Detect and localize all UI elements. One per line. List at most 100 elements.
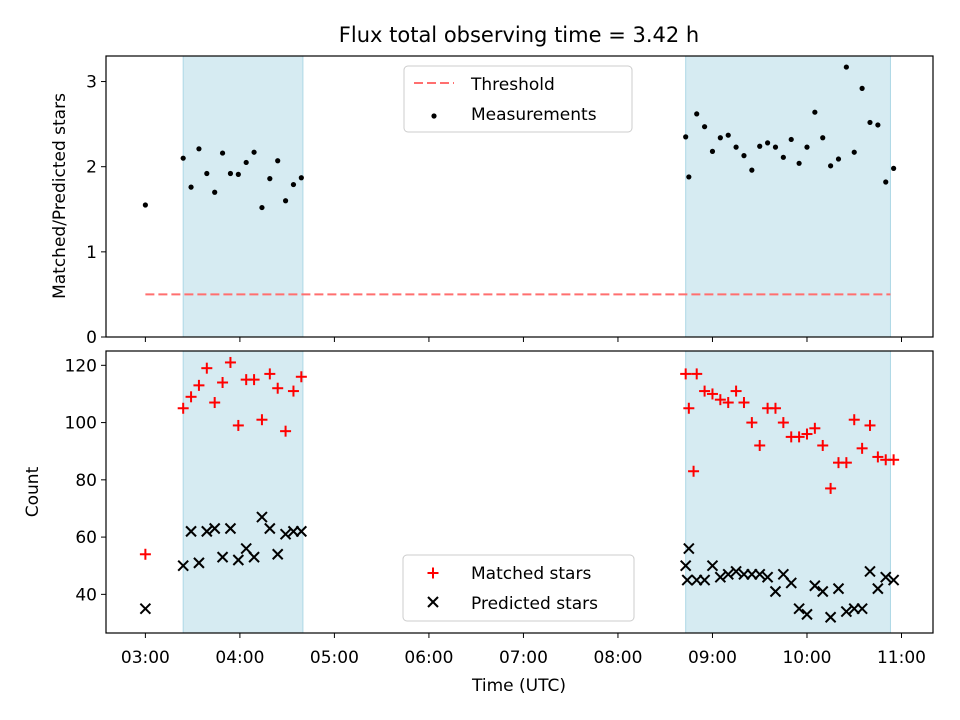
measurement-point bbox=[298, 175, 304, 181]
legend-measurements-swatch bbox=[431, 113, 437, 119]
shaded-region-1 bbox=[182, 55, 304, 338]
predicted-stars-point bbox=[706, 560, 719, 572]
matched-stars-point bbox=[209, 397, 221, 409]
measurement-point bbox=[196, 146, 202, 152]
measurement-point bbox=[765, 140, 771, 146]
measurement-point bbox=[717, 135, 723, 141]
matched-stars-point bbox=[688, 465, 700, 477]
measurement-point bbox=[812, 109, 818, 115]
measurement-point bbox=[219, 150, 226, 156]
y-tick-label: 40 bbox=[75, 585, 97, 605]
measurement-point bbox=[891, 165, 897, 171]
measurement-point bbox=[275, 158, 281, 164]
predicted-stars-point bbox=[224, 522, 237, 535]
predicted-stars-point bbox=[232, 554, 245, 566]
predicted-stars-point bbox=[216, 551, 229, 563]
top-panel: 0 1 2 3 Matched/Predicted stars Threshold M… bbox=[50, 55, 934, 348]
bottom-legend-box bbox=[402, 554, 635, 622]
matched-stars-point bbox=[888, 454, 900, 466]
measurement-point bbox=[701, 124, 708, 130]
legend-predicted-swatch bbox=[427, 596, 439, 608]
measurement-point bbox=[772, 144, 779, 150]
predicted-stars-point bbox=[193, 557, 205, 569]
top-x-ticks bbox=[144, 337, 902, 342]
measurement-point bbox=[875, 122, 881, 128]
y-tick-label: 120 bbox=[65, 356, 97, 376]
measurement-point bbox=[267, 176, 273, 182]
matched-stars-point bbox=[840, 457, 852, 469]
legend-measurements-label: Measurements bbox=[471, 105, 597, 125]
top-shaded-regions bbox=[182, 55, 891, 338]
matched-stars-point bbox=[746, 417, 758, 429]
measurement-point bbox=[212, 189, 218, 195]
measurement-point bbox=[235, 171, 241, 177]
measurement-point bbox=[709, 148, 716, 154]
measurement-point bbox=[835, 156, 842, 162]
predicted-stars-point bbox=[856, 602, 868, 615]
matched-stars-point bbox=[248, 374, 260, 386]
predicted-stars-point bbox=[177, 560, 189, 572]
y-tick-label: 60 bbox=[75, 528, 97, 548]
bottom-y-axis-label: Count bbox=[23, 466, 43, 517]
matched-stars-point bbox=[872, 451, 884, 463]
predicted-stars-point bbox=[832, 582, 845, 595]
matched-stars-point bbox=[224, 356, 236, 368]
matched-stars-point bbox=[817, 439, 829, 451]
measurement-point bbox=[796, 160, 802, 166]
legend-threshold-label: Threshold bbox=[470, 75, 555, 95]
matched-stars-point bbox=[699, 385, 711, 397]
predicted-stars-point bbox=[817, 585, 829, 598]
y-tick-label: 0 bbox=[86, 328, 97, 348]
measurement-point bbox=[749, 167, 755, 173]
measurement-point bbox=[142, 202, 148, 208]
measurement-point bbox=[757, 143, 763, 149]
x-tick-label: 04:00 bbox=[215, 648, 264, 668]
top-axes-frame bbox=[105, 55, 934, 338]
y-tick-label: 3 bbox=[86, 73, 97, 93]
predicted-stars-point bbox=[785, 577, 797, 589]
measurement-point bbox=[883, 179, 889, 185]
matched-stars-point bbox=[730, 385, 742, 397]
measurement-point bbox=[851, 149, 857, 155]
matched-stars-point bbox=[722, 397, 734, 409]
matched-stars-point bbox=[848, 414, 860, 426]
top-legend-box bbox=[403, 65, 633, 133]
predicted-stars-point bbox=[264, 522, 276, 535]
bottom-y-ticks: 40 60 80 100 120 bbox=[65, 356, 106, 605]
measurement-point bbox=[683, 134, 689, 140]
matched-stars-point bbox=[139, 548, 151, 560]
measurement-point bbox=[243, 159, 249, 166]
measurement-point bbox=[780, 154, 786, 160]
measurement-point bbox=[694, 111, 700, 117]
matched-stars-point bbox=[825, 482, 837, 494]
legend-matched-swatch bbox=[427, 567, 439, 579]
predicted-stars-point bbox=[248, 551, 260, 563]
predicted-stars-point bbox=[679, 560, 692, 572]
matched-stars-point bbox=[769, 402, 781, 414]
matched-stars-point bbox=[680, 368, 692, 380]
bottom-axes-frame bbox=[105, 350, 934, 634]
matched-stars-point bbox=[691, 368, 703, 380]
measurement-point bbox=[282, 198, 289, 204]
matched-stars-point bbox=[738, 397, 750, 409]
predicted-stars-point bbox=[880, 571, 892, 583]
predicted-stars-point bbox=[201, 525, 213, 538]
top-data-marks bbox=[142, 64, 897, 296]
measurement-point bbox=[788, 136, 794, 143]
predicted-stars-point bbox=[185, 525, 197, 538]
shaded-region-2 bbox=[685, 55, 891, 338]
x-tick-label: 11:00 bbox=[877, 648, 926, 668]
predicted-stars-point bbox=[279, 528, 292, 540]
matched-stars-point bbox=[201, 362, 213, 374]
matched-stars-point bbox=[864, 419, 876, 431]
matched-stars-point bbox=[185, 391, 197, 403]
predicted-stars-point bbox=[864, 565, 876, 578]
matched-stars-point bbox=[706, 388, 718, 400]
matched-stars-point bbox=[295, 371, 307, 383]
predicted-stars-point bbox=[824, 611, 837, 623]
measurement-point bbox=[251, 149, 257, 155]
matched-stars-point bbox=[809, 422, 821, 434]
predicted-stars-point bbox=[809, 580, 821, 592]
measurement-point bbox=[820, 135, 826, 141]
